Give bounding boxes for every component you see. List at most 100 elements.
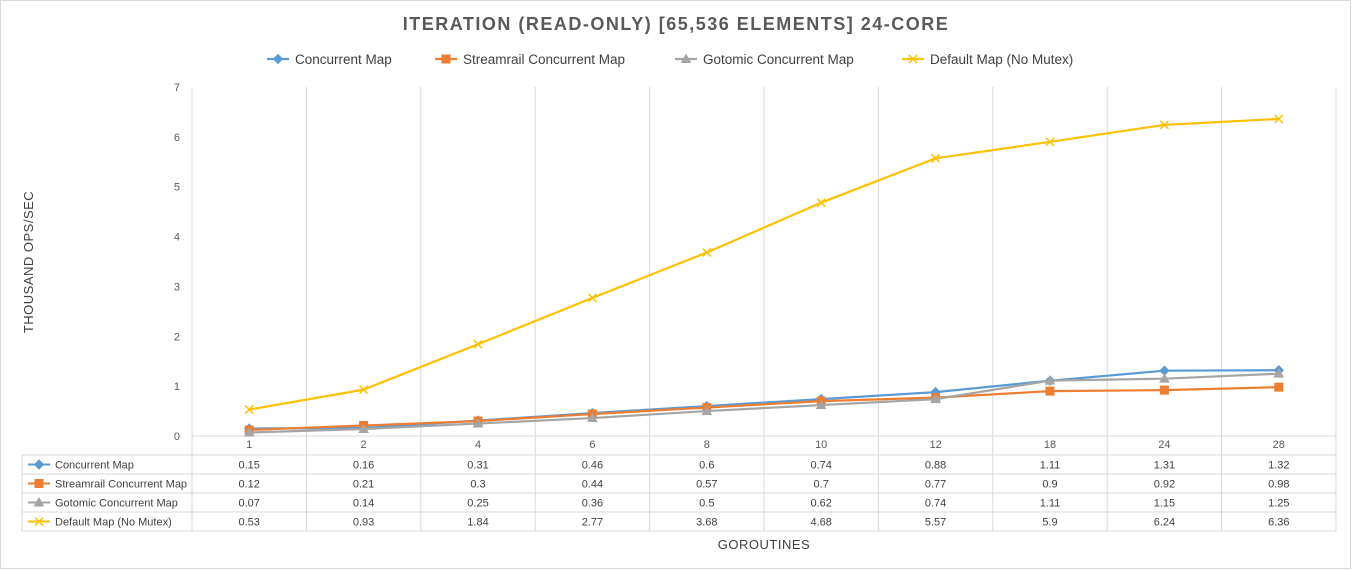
table-cell: 0.36 [582,498,603,510]
table-cell: 0.53 [238,517,259,529]
data-point-marker [358,423,369,434]
table-cell: 0.92 [1154,479,1175,491]
data-point-marker [680,53,692,63]
table-cell: 0.3 [470,479,485,491]
x-tick-label: 24 [1158,439,1170,451]
table-row: Default Map (No Mutex) 0.53 0.93 1.84 2.77 3.… [28,517,1290,529]
series-lines [243,114,1285,437]
table-cell: 0.98 [1268,479,1289,491]
table-cell: 0.5 [699,498,714,510]
series-gotomic-concurrent-map [243,368,1285,437]
data-point-marker [1159,373,1170,383]
y-axis-ticks: 0 1 2 3 4 5 6 7 [174,82,180,443]
table-cell: 0.46 [582,460,603,472]
table-cell: 0.88 [925,460,946,472]
x-tick-label: 18 [1044,439,1056,451]
data-point-marker [34,479,44,488]
chart-title: ITERATION (READ-ONLY) [65,536 ELEMENTS] … [403,14,950,34]
table-cell: 0.31 [467,460,488,472]
data-point-marker [1274,114,1284,124]
data-point-marker [34,516,44,527]
table-cell: 0.74 [925,498,946,510]
data-point-marker [1274,382,1284,392]
x-tick-label: 2 [361,439,367,451]
y-tick-label: 4 [174,232,180,244]
y-tick-label: 2 [174,331,180,343]
x-tick-label: 1 [246,439,252,451]
table-cell: 0.07 [238,498,259,510]
legend-item: Streamrail Concurrent Map [435,52,625,67]
y-tick-label: 6 [174,132,180,144]
table-cell: 0.77 [925,479,946,491]
data-point-marker [1045,386,1055,396]
data-point-marker [1045,137,1055,147]
table-row-label: Gotomic Concurrent Map [55,498,178,510]
y-tick-label: 5 [174,182,180,194]
table-cell: 6.36 [1268,517,1289,529]
data-point-marker [244,405,254,415]
data-point-marker [702,247,712,258]
legend-item: Default Map (No Mutex) [902,52,1073,67]
table-cell: 5.9 [1042,517,1057,529]
x-tick-label: 6 [589,439,595,451]
data-point-marker [359,385,369,395]
table-cell: 0.21 [353,479,374,491]
data-point-marker [815,399,827,410]
table-cell: 0.44 [582,479,603,491]
table-cell: 5.57 [925,517,946,529]
table-cell: 0.93 [353,517,374,529]
table-cell: 1.11 [1040,460,1061,472]
x-tick-label: 12 [929,439,941,451]
table-row: Gotomic Concurrent Map 0.07 0.14 0.25 0.36 0.… [28,496,1290,510]
table-cell: 1.15 [1154,498,1175,510]
data-point-marker [816,198,826,208]
gridlines [191,87,1337,437]
x-tick-label: 4 [475,439,481,451]
data-point-marker [908,54,918,64]
table-cell: 0.9 [1042,479,1057,491]
data-point-marker [587,293,597,303]
table-cell: 0.62 [810,498,831,510]
data-point-marker [587,412,598,423]
data-point-marker [272,53,284,65]
data-point-marker [1159,120,1169,130]
data-point-marker [33,459,45,470]
table-cell: 1.84 [467,517,488,529]
table-cell: 0.57 [696,479,717,491]
data-point-marker [473,339,483,349]
data-point-marker [33,496,45,507]
table-cell: 6.24 [1154,517,1175,529]
table-cell: 0.6 [699,460,714,472]
table-cell: 0.25 [467,498,488,510]
x-axis-title: GOROUTINES [718,537,810,552]
legend-item: Concurrent Map [267,52,392,67]
legend-label: Concurrent Map [295,52,392,67]
y-tick-label: 1 [174,381,180,393]
data-point-marker [930,393,941,404]
table-cell: 0.74 [810,460,831,472]
table-cell: 2.77 [582,517,603,529]
y-axis-title: THOUSAND OPS/SEC [21,191,36,333]
data-point-marker [441,54,451,64]
x-tick-label: 10 [815,439,827,451]
y-tick-label: 3 [174,281,180,293]
table-cell: 1.31 [1154,460,1175,472]
table-row: Streamrail Concurrent Map 0.12 0.21 0.3 0.44… [28,479,1290,491]
data-point-marker [1044,375,1056,385]
legend-item: Gotomic Concurrent Map [675,52,854,67]
table-cell: 1.32 [1268,460,1289,472]
legend-label: Gotomic Concurrent Map [703,52,854,67]
series-line [249,372,1279,434]
table-cell: 3.68 [696,517,717,529]
table-row: Concurrent Map 0.15 0.16 0.31 0.46 0.6 0.74 0.8… [28,459,1290,472]
y-tick-label: 7 [174,82,180,94]
table-cell: 1.11 [1040,498,1061,510]
table-cell: 1.25 [1268,498,1289,510]
table-row-label: Streamrail Concurrent Map [55,479,187,491]
table-row-label: Default Map (No Mutex) [55,517,172,529]
table-row-label: Concurrent Map [55,460,134,472]
legend-label: Streamrail Concurrent Map [463,52,625,67]
table-cell: 4.68 [810,517,831,529]
